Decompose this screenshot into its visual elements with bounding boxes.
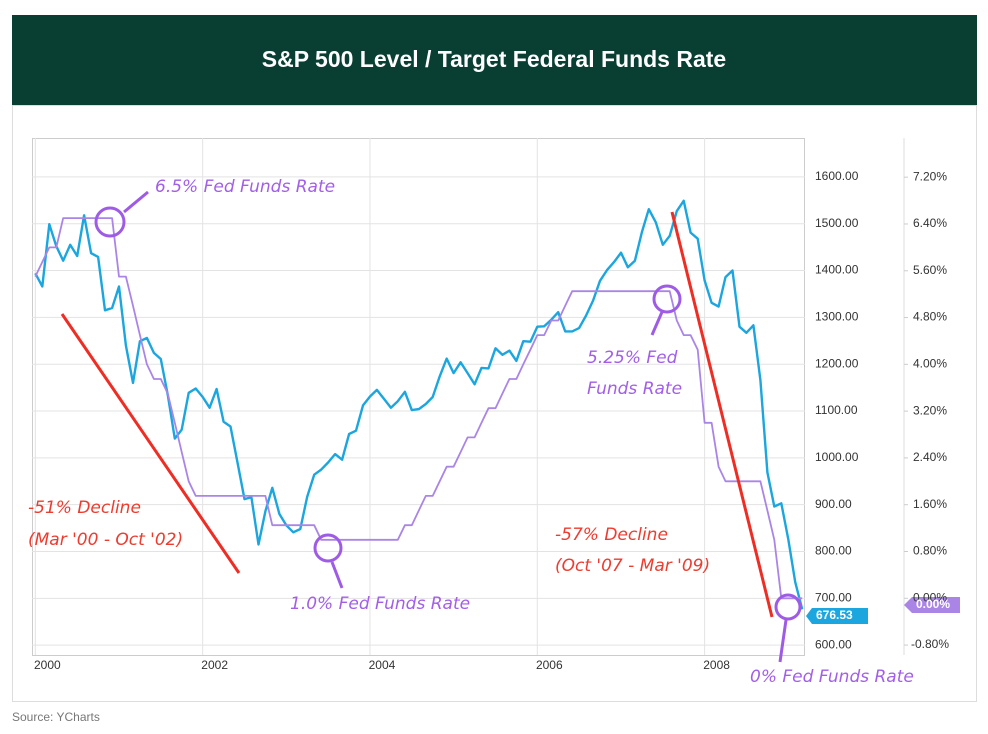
y2-tick-label: 1.60% <box>913 497 947 511</box>
y-tick-label: 1400.00 <box>815 263 859 277</box>
y2-tick-label: 0.80% <box>913 544 947 558</box>
y-tick-label: 1000.00 <box>815 450 859 464</box>
y2-tick-label: 4.80% <box>913 310 947 324</box>
x-tick-label: 2002 <box>201 658 228 672</box>
highlight-circle <box>94 206 126 238</box>
connector <box>123 190 149 214</box>
annotation: (Mar '00 - Oct '02) <box>28 530 183 550</box>
connector <box>650 311 664 336</box>
y-tick-label: 1100.00 <box>815 403 858 417</box>
highlight-circle <box>313 533 343 563</box>
layer <box>32 138 805 655</box>
annotation: 0% Fed Funds Rate <box>750 667 914 687</box>
title-bar <box>12 15 977 105</box>
y-tick-label: 800.00 <box>815 544 852 558</box>
end-value-label: 676.53 <box>816 608 853 622</box>
annotation: Funds Rate <box>587 379 682 399</box>
end-value-label: 0.00% <box>916 597 950 611</box>
annotation: (Oct '07 - Mar '09) <box>555 556 710 576</box>
x-tick-label: 2008 <box>703 658 730 672</box>
y-tick-label: 700.00 <box>815 591 852 605</box>
y2-tick-label: 0.00% <box>913 590 947 604</box>
y2-tick-label: 3.20% <box>913 403 947 417</box>
highlight-circle <box>652 284 682 314</box>
y2-tick-label: 4.00% <box>913 357 947 371</box>
y2-tick-label: 5.60% <box>913 263 947 277</box>
annotation: 5.25% Fed <box>587 348 678 368</box>
y2-tick-label: 2.40% <box>913 450 947 464</box>
annotation-shapes <box>60 190 802 663</box>
x-tick-label: 2000 <box>34 658 61 672</box>
trend-line <box>60 313 241 574</box>
y-tick-label: 600.00 <box>815 637 852 651</box>
x-tick-label: 2006 <box>536 658 563 672</box>
y-tick-label: 900.00 <box>815 497 852 511</box>
y-tick-label: 1600.00 <box>815 169 859 183</box>
y-tick-label: 1200.00 <box>815 356 859 370</box>
trend-line <box>670 211 774 618</box>
source: Source: YCharts <box>12 710 100 724</box>
y-tick-label: 1500.00 <box>815 216 859 230</box>
annotation: -57% Decline <box>555 525 668 545</box>
annotation: -51% Decline <box>28 498 141 518</box>
end-flag <box>904 597 960 613</box>
annotation: 6.5% Fed Funds Rate <box>155 177 335 197</box>
y2-tick-label: 7.20% <box>913 169 947 183</box>
y2-tick-label: -0.80% <box>911 637 949 651</box>
chart-title: S&P 500 Level / Target Federal Funds Rat… <box>262 46 726 72</box>
y2-tick-label: 6.40% <box>913 216 947 230</box>
plot-frame <box>32 138 805 656</box>
annotation: 1.0% Fed Funds Rate <box>290 594 470 614</box>
x-tick-label: 2004 <box>369 658 396 672</box>
end-flag <box>806 608 868 624</box>
chart-frame <box>12 105 977 702</box>
highlight-circle <box>774 593 802 621</box>
connector <box>330 561 344 589</box>
y-tick-label: 1300.00 <box>815 310 859 324</box>
connector <box>778 619 788 663</box>
